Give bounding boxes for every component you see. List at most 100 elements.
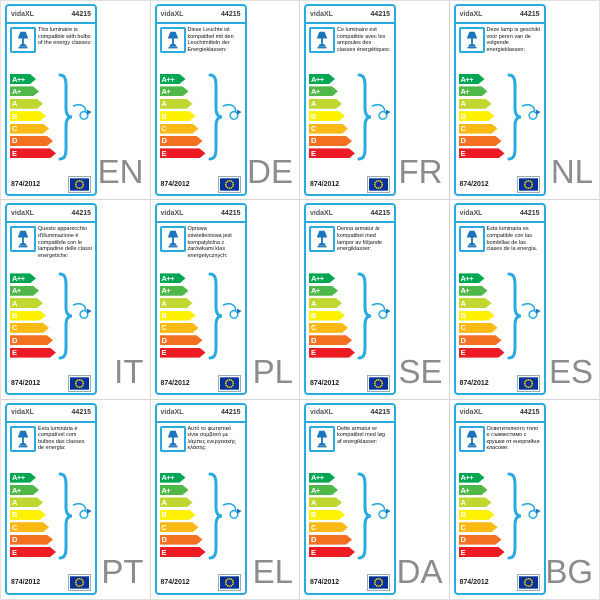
compatibility-text: Diese Leuchte ist kompatibel mit den Leu…	[187, 27, 234, 53]
eu-flag-icon	[516, 374, 540, 392]
energy-class-arrow-a-plus: A+	[459, 86, 488, 96]
curly-brace-glyph	[506, 271, 522, 366]
energy-class-arrow-a-plus: A+	[10, 86, 39, 96]
energy-class-arrow-d: D	[309, 136, 352, 146]
pendant-bulb-sketch-icon	[221, 301, 244, 328]
energy-class-arrow-b: B	[459, 111, 495, 121]
regulation-number: 874/2012	[160, 379, 190, 387]
compatibility-info: This luminaire is compatible with bulbs …	[10, 27, 94, 53]
energy-class-arrow-a-plus-plus: A++	[459, 273, 485, 283]
pendant-bulb-sketch-icon	[221, 102, 244, 129]
energy-label-tile: vidaXL 44215 Осветителното тяло е съвмес…	[449, 399, 599, 599]
energy-class-arrows: A++ A+ A B C D E	[160, 74, 206, 161]
energy-class-arrow-a-plus-plus: A++	[160, 273, 186, 283]
curly-brace-glyph	[57, 271, 73, 366]
energy-class-arrows: A++ A+ A B C D E	[160, 273, 206, 360]
model-number: 44215	[221, 10, 241, 18]
pendant-bulb-sketch-icon	[520, 501, 543, 528]
energy-class-arrow-c: C	[309, 124, 348, 134]
curly-brace-glyph	[356, 72, 372, 167]
energy-class-arrow-c: C	[160, 323, 199, 333]
energy-class-arrow-d: D	[459, 136, 502, 146]
model-number: 44215	[221, 209, 241, 217]
regulation-number: 874/2012	[459, 579, 489, 587]
compatibility-info: Oprawa oświetleniowa jest kompatybilna z…	[159, 226, 244, 259]
energy-class-arrow-d: D	[459, 535, 502, 545]
energy-class-arrow-a-plus-plus: A++	[160, 74, 186, 84]
energy-class-arrows: A++ A+ A B C D E	[309, 273, 355, 360]
compatibility-text: Oprawa oświetleniowa jest kompatybilna z…	[187, 226, 232, 259]
brand-text: vidaXL	[459, 209, 483, 217]
energy-class-arrow-a-plus: A+	[10, 286, 39, 296]
energy-label-card: vidaXL 44215 Dette armatur er kompatibel…	[304, 402, 396, 595]
energy-label-card: vidaXL 44215 Deze lamp is geschikt voor …	[453, 4, 546, 196]
language-code: DA	[396, 552, 443, 590]
energy-class-arrow-b: B	[459, 510, 495, 520]
energy-class-arrow-b: B	[309, 311, 345, 321]
energy-class-arrow-a: A	[459, 497, 492, 507]
regulation-number: 874/2012	[160, 579, 190, 587]
label-footer: 874/2012	[157, 574, 245, 592]
compatibility-info: Осветителното тяло е съвместимо с крушки…	[458, 425, 543, 452]
brand-text: vidaXL	[11, 10, 34, 18]
energy-label-tile: vidaXL 44215 Questo apparecchio d'illumi…	[1, 200, 151, 400]
compatibility-text: Questo apparecchio d'illuminazione è com…	[38, 226, 92, 259]
label-header: vidaXL 44215	[7, 405, 95, 423]
energy-class-arrow-a: A	[10, 497, 43, 507]
energy-class-arrow-e: E	[309, 348, 355, 358]
energy-class-arrow-b: B	[309, 510, 345, 520]
regulation-number: 874/2012	[11, 180, 41, 188]
energy-class-arrow-a-plus-plus: A++	[10, 273, 36, 283]
energy-class-arrows: A++ A+ A B C D E	[10, 273, 56, 360]
energy-label-card: vidaXL 44215 Oprawa oświetleniowa jest k…	[154, 203, 247, 396]
energy-class-arrow-d: D	[309, 535, 352, 545]
energy-label-card: vidaXL 44215 This luminaire is compatibl…	[5, 4, 97, 196]
energy-class-arrows: A++ A+ A B C D E	[459, 74, 505, 161]
brand-text: vidaXL	[310, 209, 333, 217]
energy-label-tile: vidaXL 44215 This luminaire is compatibl…	[1, 1, 151, 201]
pendant-bulb-sketch-icon	[71, 102, 94, 129]
energy-label-card: vidaXL 44215 Осветителното тяло е съвмес…	[453, 402, 546, 595]
curly-brace-glyph	[57, 471, 73, 566]
compatibility-info: Deze lamp is geschikt voor peren van de …	[458, 27, 543, 53]
energy-class-arrow-c: C	[10, 323, 49, 333]
energy-class-arrows: A++ A+ A B C D E	[160, 473, 206, 560]
eu-flag-icon	[217, 374, 241, 392]
curly-brace-glyph	[207, 72, 223, 167]
energy-class-arrow-c: C	[459, 522, 498, 532]
pendant-bulb-sketch-icon	[520, 301, 543, 328]
table-lamp-icon	[458, 226, 485, 253]
energy-class-arrow-a-plus-plus: A++	[459, 473, 485, 483]
eu-flag-icon	[68, 574, 91, 592]
language-code: BG	[545, 552, 593, 590]
energy-class-arrows: A++ A+ A B C D E	[459, 273, 505, 360]
language-code: SE	[398, 352, 443, 390]
curly-brace-glyph	[356, 471, 372, 566]
compatibility-text: Esta luminária é compatível com bulbos d…	[38, 425, 85, 452]
model-number: 44215	[221, 409, 241, 417]
pendant-bulb-sketch-icon	[520, 102, 543, 129]
compatibility-info: Denna armatur är kompatibel med lampor a…	[309, 226, 393, 253]
label-header: vidaXL 44215	[156, 6, 245, 24]
brand-text: vidaXL	[459, 10, 483, 18]
energy-class-arrow-e: E	[160, 348, 206, 358]
table-lamp-icon	[159, 425, 186, 452]
energy-class-arrow-a-plus: A+	[160, 485, 189, 495]
table-lamp-icon	[309, 27, 335, 53]
brand-text: vidaXL	[160, 409, 184, 417]
eu-flag-icon	[367, 175, 390, 193]
energy-class-arrow-a: A	[309, 298, 342, 308]
energy-label-card: vidaXL 44215 Diese Leuchte ist kompatibe…	[154, 4, 247, 196]
energy-class-arrow-a-plus-plus: A++	[309, 473, 335, 483]
compatibility-text: Dette armatur er kompatibel med løg af e…	[337, 425, 385, 445]
energy-class-arrow-a-plus: A+	[309, 86, 338, 96]
energy-class-arrow-d: D	[160, 335, 203, 345]
compatibility-info: Questo apparecchio d'illuminazione è com…	[10, 226, 94, 259]
label-header: vidaXL 44215	[306, 205, 394, 224]
label-footer: 874/2012	[306, 374, 394, 392]
energy-class-arrow-a: A	[160, 298, 193, 308]
curly-brace-glyph	[506, 72, 522, 167]
label-footer: 874/2012	[157, 374, 245, 392]
energy-class-arrow-b: B	[309, 111, 345, 121]
